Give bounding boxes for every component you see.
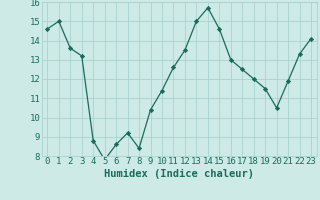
X-axis label: Humidex (Indice chaleur): Humidex (Indice chaleur) [104, 169, 254, 179]
